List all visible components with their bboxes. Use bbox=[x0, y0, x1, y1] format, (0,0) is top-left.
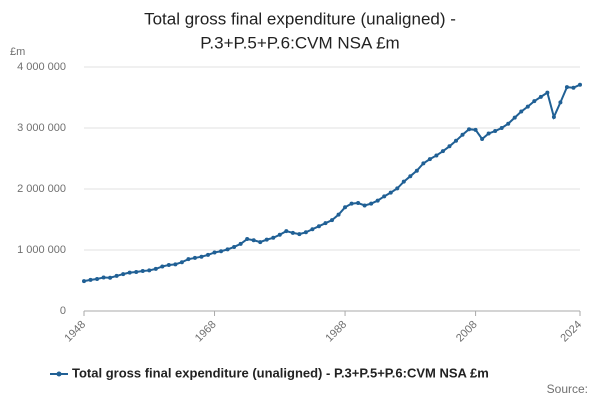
point bbox=[440, 149, 445, 154]
point bbox=[427, 157, 432, 162]
point bbox=[212, 250, 217, 255]
point bbox=[486, 131, 491, 136]
point bbox=[290, 230, 295, 235]
point bbox=[343, 205, 348, 210]
point bbox=[121, 272, 126, 277]
y-tick-label: 4 000 000 bbox=[17, 61, 66, 73]
point bbox=[454, 138, 458, 143]
series-line bbox=[83, 83, 581, 283]
point bbox=[532, 99, 537, 104]
point bbox=[258, 240, 263, 245]
legend-label: Total gross final expenditure (unaligned… bbox=[72, 365, 489, 380]
y-tick-label: 3 000 000 bbox=[17, 122, 66, 134]
legend-marker bbox=[56, 371, 62, 377]
point bbox=[134, 269, 139, 274]
point bbox=[506, 121, 511, 126]
point bbox=[460, 132, 465, 137]
y-tick-label: 0 bbox=[60, 305, 66, 317]
point bbox=[571, 85, 576, 90]
y-unit: £m bbox=[10, 46, 25, 58]
point bbox=[434, 153, 439, 158]
point bbox=[219, 249, 224, 254]
x-tick-label: 1968 bbox=[193, 319, 219, 345]
point bbox=[284, 229, 289, 234]
point bbox=[558, 100, 563, 105]
point bbox=[473, 127, 478, 132]
point bbox=[545, 90, 550, 95]
point bbox=[395, 186, 400, 191]
point bbox=[493, 129, 498, 134]
point bbox=[147, 268, 152, 273]
point bbox=[362, 203, 367, 208]
chart-title: P.3+P.5+P.6:CVM NSA £m bbox=[200, 33, 399, 52]
point bbox=[310, 227, 315, 232]
point bbox=[578, 82, 582, 87]
point bbox=[330, 218, 334, 223]
point bbox=[401, 179, 406, 184]
point bbox=[114, 273, 119, 278]
point bbox=[225, 247, 230, 252]
point bbox=[388, 190, 393, 195]
point bbox=[316, 224, 321, 229]
chart-title: Total gross final expenditure (unaligned… bbox=[144, 9, 456, 28]
point bbox=[101, 275, 106, 280]
point bbox=[467, 127, 472, 132]
point bbox=[408, 174, 413, 179]
point bbox=[153, 266, 158, 271]
point bbox=[369, 201, 374, 206]
point bbox=[192, 255, 197, 260]
point bbox=[356, 201, 361, 206]
point bbox=[525, 104, 530, 109]
point bbox=[127, 270, 132, 275]
point bbox=[538, 94, 543, 99]
point bbox=[564, 85, 569, 90]
point bbox=[323, 221, 328, 226]
point bbox=[519, 109, 524, 114]
point bbox=[421, 161, 426, 166]
point bbox=[160, 264, 165, 269]
x-tick-label: 2008 bbox=[454, 319, 480, 345]
point bbox=[95, 276, 100, 281]
point bbox=[88, 277, 93, 282]
point bbox=[480, 136, 485, 141]
point bbox=[551, 115, 556, 120]
point bbox=[382, 194, 387, 199]
point bbox=[206, 252, 210, 257]
point bbox=[251, 238, 256, 243]
point bbox=[297, 232, 302, 237]
point bbox=[375, 198, 380, 203]
point bbox=[232, 244, 237, 249]
point bbox=[173, 262, 178, 267]
point bbox=[277, 232, 282, 237]
point bbox=[349, 201, 354, 206]
point bbox=[512, 115, 517, 120]
point bbox=[271, 235, 276, 240]
point bbox=[199, 254, 204, 259]
point bbox=[447, 144, 452, 149]
point bbox=[108, 275, 113, 280]
source: Source: bbox=[547, 382, 588, 396]
point bbox=[186, 257, 191, 262]
y-tick-label: 2 000 000 bbox=[17, 183, 66, 195]
point bbox=[336, 212, 341, 217]
y-tick-label: 1 000 000 bbox=[17, 244, 66, 256]
point bbox=[82, 279, 86, 284]
point bbox=[166, 262, 171, 267]
point bbox=[264, 237, 269, 242]
point bbox=[499, 126, 504, 130]
x-tick-label: 1988 bbox=[323, 319, 349, 345]
point bbox=[140, 269, 145, 274]
point bbox=[238, 241, 243, 246]
x-tick-label: 2024 bbox=[558, 319, 584, 345]
x-tick-label: 1948 bbox=[62, 319, 88, 345]
point bbox=[303, 230, 308, 235]
point bbox=[245, 237, 250, 242]
point bbox=[179, 260, 184, 265]
point bbox=[414, 168, 419, 173]
